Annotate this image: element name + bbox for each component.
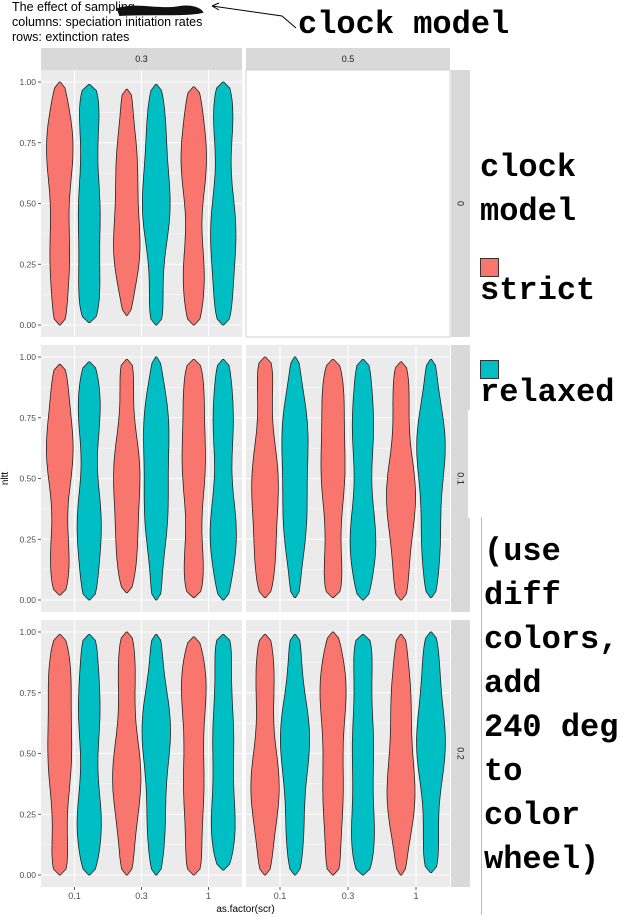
violin-relaxed [416, 631, 446, 873]
legend-key-relaxed [480, 360, 499, 379]
violin-strict [113, 88, 141, 316]
violin-relaxed [77, 84, 101, 323]
x-tick-label: 0.3 [135, 891, 148, 901]
y-tick-label: 0.50 [19, 749, 36, 759]
x-tick-label: 0.1 [274, 891, 287, 901]
violin-strict [250, 634, 280, 876]
violin-relaxed [143, 356, 170, 601]
color-note-line: add [484, 665, 542, 702]
violin-strict [319, 631, 347, 876]
facet-row-label: 0.2 [456, 747, 466, 760]
facet-row-strip [451, 620, 470, 887]
facet-panel [41, 620, 242, 887]
y-tick-label: 1.00 [19, 352, 36, 362]
x-tick-label: 0.3 [342, 891, 355, 901]
color-note: (use diff colors, add 240 deg to color wheel) [484, 530, 618, 882]
facet-panel [245, 69, 451, 338]
facet-col-label: 0.3 [135, 54, 148, 64]
chart-title-block: The effect of sampling columns: speciati… [12, 0, 202, 45]
violin-strict [180, 86, 207, 326]
facet-col-strip [41, 48, 242, 70]
y-tick-label: 0.75 [19, 413, 36, 423]
violin-relaxed [142, 84, 171, 326]
y-tick-label: 0.75 [19, 688, 36, 698]
chart-subtitle-rows: rows: extinction rates [12, 30, 130, 44]
facet-row-strip [451, 345, 470, 612]
violin-strict [386, 361, 416, 601]
violin-strict [181, 359, 206, 598]
color-note-line: diff [484, 577, 561, 614]
color-note-line: (use [484, 533, 561, 570]
color-note-line: colors, [484, 621, 619, 658]
facet-col-label: 0.5 [342, 54, 355, 64]
facet-panel [246, 345, 450, 612]
y-tick-label: 1.00 [19, 77, 36, 87]
legend-item-strict: strict [480, 258, 638, 344]
violin-strict [113, 359, 141, 594]
violin-strict [112, 631, 142, 876]
facet-col-strip [246, 48, 450, 70]
violin-relaxed [209, 359, 237, 601]
x-tick-label: 1 [413, 891, 418, 901]
legend-key-strict [480, 258, 499, 277]
x-axis-title: as.factor(scr) [216, 904, 274, 915]
violin-relaxed [76, 634, 102, 876]
facet-panel [246, 620, 450, 887]
violin-strict [251, 356, 279, 598]
y-tick-label: 0.25 [19, 809, 36, 819]
violin-strict [46, 363, 74, 596]
note-divider [481, 517, 482, 915]
facet-row-label: 0.1 [456, 472, 466, 485]
violin-strict [46, 81, 74, 326]
x-tick-label: 0.1 [68, 891, 81, 901]
violin-strict [47, 634, 73, 876]
legend-label-relaxed: relaxed [480, 374, 615, 411]
facet-panel [41, 70, 242, 337]
y-axis-title: nltt [0, 472, 11, 486]
color-note-line: wheel) [484, 841, 600, 878]
violin-relaxed [281, 356, 309, 598]
violin-strict [181, 636, 207, 876]
y-tick-label: 0.00 [19, 870, 36, 880]
clock-model-annotation: clock model [298, 6, 510, 43]
violin-relaxed [210, 634, 236, 871]
chart-subtitle-columns: columns: speciation initiation rates [12, 15, 203, 29]
chart-title: The effect of sampling [12, 0, 135, 14]
violin-relaxed [351, 634, 375, 876]
y-tick-label: 0.75 [19, 138, 36, 148]
y-tick-label: 0.50 [19, 199, 36, 209]
violin-relaxed [210, 81, 237, 326]
y-tick-label: 0.25 [19, 534, 36, 544]
panel-background [245, 69, 451, 338]
violin-relaxed [280, 634, 311, 876]
color-note-line: to [484, 753, 523, 790]
y-tick-label: 0.00 [19, 595, 36, 605]
legend-label-strict: strict [480, 272, 596, 309]
y-tick-label: 0.25 [19, 259, 36, 269]
legend: clock model strict relaxed [480, 146, 638, 446]
violin-relaxed [141, 634, 171, 876]
violin-relaxed [76, 361, 102, 601]
color-note-line: color [484, 797, 581, 834]
x-tick-label: 1 [206, 891, 211, 901]
color-note-line: 240 deg [484, 709, 619, 746]
facet-row-label: 0 [456, 201, 466, 206]
facet-row-strip [451, 70, 470, 337]
y-tick-label: 0.00 [19, 320, 36, 330]
violin-strict [320, 359, 346, 598]
facet-panel [41, 345, 242, 612]
legend-cover [468, 410, 638, 518]
violin-relaxed [349, 359, 377, 601]
violin-relaxed [416, 359, 446, 598]
violin-strict [386, 634, 416, 876]
y-tick-label: 0.50 [19, 474, 36, 484]
y-tick-label: 1.00 [19, 627, 36, 637]
legend-title: clock model [480, 149, 577, 230]
legend-item-relaxed: relaxed [480, 360, 638, 446]
